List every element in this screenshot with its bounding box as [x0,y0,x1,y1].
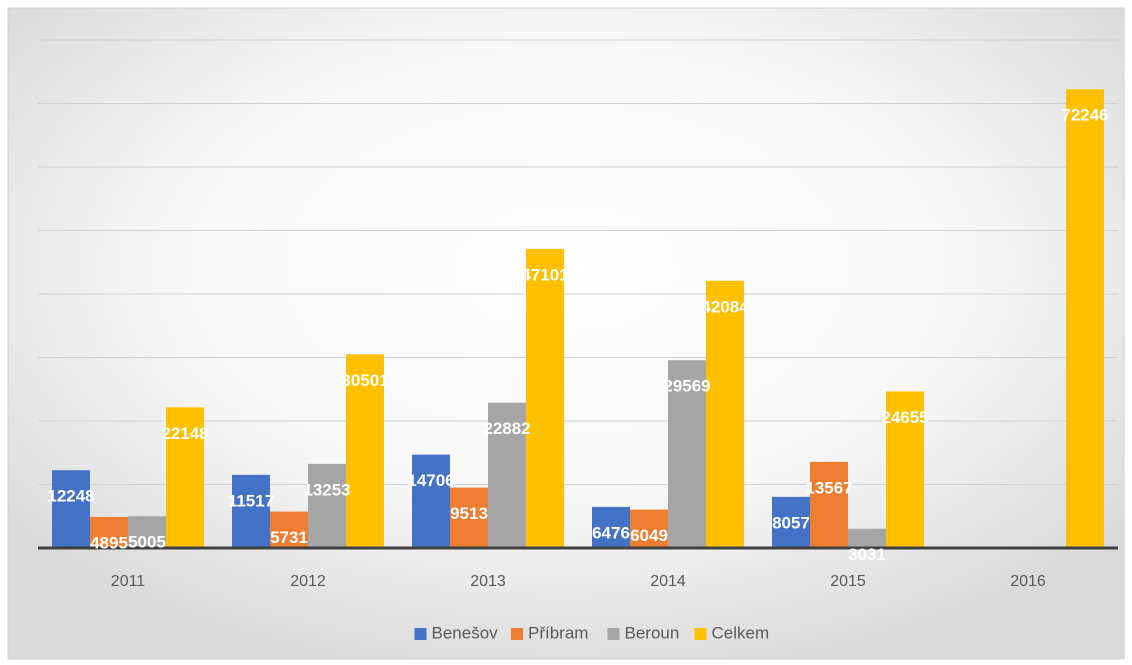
x-tick-label: 2014 [650,573,686,590]
chart-frame [7,7,1125,660]
data-label: 8057 [772,513,810,532]
data-label: 12248 [47,487,94,506]
data-label: 5731 [270,528,308,547]
bar [90,516,128,548]
bar [232,474,270,548]
bar [346,354,384,548]
data-label: 11517 [228,491,274,510]
data-label: 5005 [128,533,166,552]
data-label: 13567 [805,478,852,497]
bar [630,509,668,548]
bar [412,454,450,548]
bar [166,407,204,548]
data-label: 6049 [630,526,668,545]
bar [270,511,308,548]
bar [308,463,346,548]
bar [848,528,886,548]
legend-label: Beroun [625,623,680,642]
data-label: 4895 [90,533,128,552]
data-label: 29569 [663,377,710,396]
x-tick-label: 2012 [290,573,326,590]
data-label: 13253 [303,480,350,499]
data-label: 30501 [341,371,388,390]
data-label: 3031 [848,545,886,564]
legend-label: Příbram [528,623,588,642]
data-label: 72246 [1061,106,1108,125]
bar [772,496,810,548]
x-tick-label: 2015 [830,573,866,590]
data-label: 47101 [521,265,568,284]
bar [488,402,526,548]
bar [668,360,706,548]
bar [592,506,630,548]
bar [526,248,564,549]
bar [52,470,90,548]
bar [128,516,166,548]
data-label: 22882 [483,419,530,438]
data-label: 6476 [592,523,630,542]
data-label: 42084 [701,297,749,316]
legend-swatch [511,628,523,640]
bar [886,391,924,548]
legend-swatch [694,628,707,640]
x-tick-label: 2013 [470,573,506,590]
data-label: 22148 [161,424,208,443]
legend-label: Celkem [712,623,770,642]
bar [706,280,744,548]
bar [1066,89,1104,548]
data-label: 24655 [881,408,928,427]
data-label: 9513 [450,504,488,523]
x-tick-label: 2016 [1010,573,1046,590]
legend-label: Benešov [432,623,499,642]
x-tick-label: 2011 [111,573,146,590]
data-label: 14706 [407,471,454,490]
bar [810,461,848,548]
legend-swatch [414,628,427,640]
legend-swatch [607,628,620,640]
bar [450,487,488,548]
